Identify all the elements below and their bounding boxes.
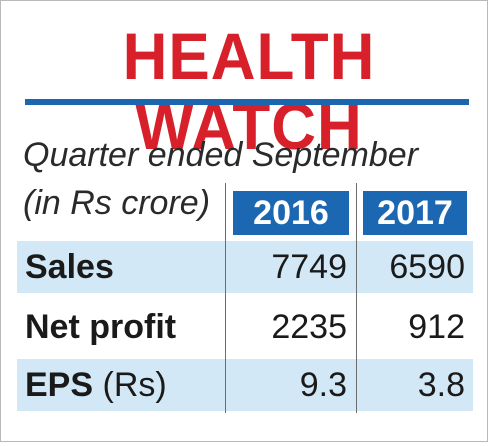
table-row: Net profit 2235 912	[17, 301, 473, 353]
column-header-2017: 2017	[363, 191, 467, 235]
column-divider	[356, 183, 357, 413]
title-underline	[25, 99, 469, 105]
value-2016: 7749	[271, 248, 347, 286]
table-row: Sales 7749 6590	[17, 241, 473, 293]
value-2017: 3.8	[417, 366, 465, 404]
row-label: EPS (Rs)	[25, 366, 167, 404]
table-row: EPS (Rs) 9.3 3.8	[17, 359, 473, 411]
unit-caption: (in Rs crore)	[23, 184, 211, 222]
value-2017: 6590	[389, 248, 465, 286]
row-label: Net profit	[25, 308, 177, 346]
value-2017: 912	[408, 308, 465, 346]
graphic-frame: HEALTH WATCH Quarter ended September (in…	[0, 0, 488, 442]
column-header-2016: 2016	[233, 191, 349, 235]
value-2016: 9.3	[299, 366, 347, 404]
value-2016: 2235	[271, 308, 347, 346]
column-divider	[225, 183, 226, 413]
row-unit: (Rs)	[102, 366, 167, 404]
row-label: Sales	[25, 248, 114, 286]
period-caption: Quarter ended September	[23, 136, 419, 174]
